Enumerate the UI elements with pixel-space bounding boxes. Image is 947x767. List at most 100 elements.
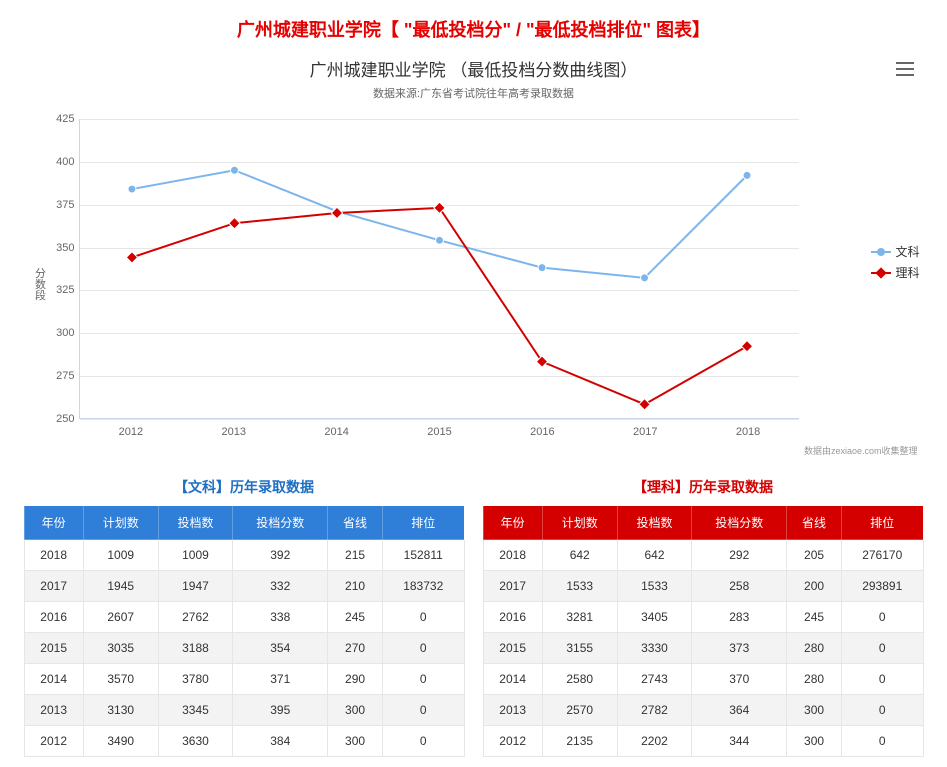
wen-cell: 210 xyxy=(328,571,383,602)
y-tick-label: 375 xyxy=(45,199,75,211)
wen-cell: 0 xyxy=(382,664,464,695)
li-cell: 293891 xyxy=(841,571,923,602)
li-cell: 2135 xyxy=(542,726,617,757)
li-cell: 0 xyxy=(841,664,923,695)
li-cell: 2202 xyxy=(617,726,692,757)
li-cell: 1533 xyxy=(542,571,617,602)
wen-col-header: 排位 xyxy=(382,506,464,540)
wen-cell: 2013 xyxy=(24,695,83,726)
series-point-li[interactable] xyxy=(741,341,752,352)
li-table-row: 2016328134052832450 xyxy=(483,602,923,633)
li-cell: 0 xyxy=(841,695,923,726)
chart-plot: 2502753003253503754004252012201320142015… xyxy=(79,119,799,419)
li-table-title: 【理科】历年录取数据 xyxy=(483,477,924,497)
li-cell: 2017 xyxy=(483,571,542,602)
li-cell: 292 xyxy=(692,540,787,571)
wen-cell: 1945 xyxy=(83,571,158,602)
wen-table-header: 年份计划数投档数投档分数省线排位 xyxy=(24,506,464,540)
li-cell: 3155 xyxy=(542,633,617,664)
wen-table-title: 【文科】历年录取数据 xyxy=(24,477,465,497)
li-cell: 280 xyxy=(787,633,842,664)
chart-container: 广州城建职业学院 （最低投档分数曲线图） 数据来源:广东省考试院往年高考录取数据… xyxy=(24,56,924,459)
series-point-wen[interactable] xyxy=(538,264,546,272)
gridline xyxy=(80,419,799,420)
chart-subtitle: 数据来源:广东省考试院往年高考录取数据 xyxy=(24,85,924,101)
li-cell: 2015 xyxy=(483,633,542,664)
x-tick-label: 2018 xyxy=(736,426,760,438)
chart-legend: 文科理科 xyxy=(871,239,919,285)
wen-cell: 2016 xyxy=(24,602,83,633)
wen-cell: 3490 xyxy=(83,726,158,757)
series-point-wen[interactable] xyxy=(230,166,238,174)
wen-cell: 2762 xyxy=(158,602,233,633)
li-cell: 3405 xyxy=(617,602,692,633)
li-cell: 0 xyxy=(841,633,923,664)
y-tick-label: 350 xyxy=(45,242,75,254)
series-point-li[interactable] xyxy=(638,399,649,410)
x-tick-label: 2016 xyxy=(530,426,554,438)
li-cell: 344 xyxy=(692,726,787,757)
wen-cell: 270 xyxy=(328,633,383,664)
li-cell: 2570 xyxy=(542,695,617,726)
chart-menu-icon[interactable] xyxy=(896,62,914,76)
li-cell: 300 xyxy=(787,695,842,726)
chart-svg xyxy=(80,119,799,418)
chart-area: 分数段 250275300325350375400425201220132014… xyxy=(24,109,924,459)
series-point-wen[interactable] xyxy=(640,274,648,282)
li-cell: 258 xyxy=(692,571,787,602)
wen-table-row: 2015303531883542700 xyxy=(24,633,464,664)
series-point-wen[interactable] xyxy=(127,185,135,193)
wen-cell: 384 xyxy=(233,726,328,757)
legend-item-wen[interactable]: 文科 xyxy=(871,243,919,260)
series-point-li[interactable] xyxy=(433,202,444,213)
wen-col-header: 省线 xyxy=(328,506,383,540)
li-cell: 2580 xyxy=(542,664,617,695)
wen-table-row: 2014357037803712900 xyxy=(24,664,464,695)
wen-cell: 392 xyxy=(233,540,328,571)
legend-item-li[interactable]: 理科 xyxy=(871,264,919,281)
wen-table: 年份计划数投档数投档分数省线排位 20181009100939221515281… xyxy=(24,505,465,757)
y-tick-label: 300 xyxy=(45,327,75,339)
legend-label-li: 理科 xyxy=(895,264,919,281)
li-cell: 0 xyxy=(841,602,923,633)
wen-cell: 300 xyxy=(328,695,383,726)
series-point-wen[interactable] xyxy=(435,236,443,244)
wen-cell: 2015 xyxy=(24,633,83,664)
wen-cell: 2017 xyxy=(24,571,83,602)
wen-cell: 1947 xyxy=(158,571,233,602)
li-cell: 245 xyxy=(787,602,842,633)
y-tick-label: 325 xyxy=(45,284,75,296)
li-cell: 642 xyxy=(617,540,692,571)
li-table-row: 2012213522023443000 xyxy=(483,726,923,757)
wen-cell: 371 xyxy=(233,664,328,695)
li-cell: 280 xyxy=(787,664,842,695)
li-cell: 2012 xyxy=(483,726,542,757)
series-point-li[interactable] xyxy=(126,252,137,263)
li-cell: 2016 xyxy=(483,602,542,633)
li-table-row: 2015315533303732800 xyxy=(483,633,923,664)
li-cell: 0 xyxy=(841,726,923,757)
wen-table-row: 201810091009392215152811 xyxy=(24,540,464,571)
wen-cell: 0 xyxy=(382,695,464,726)
li-cell: 276170 xyxy=(841,540,923,571)
x-tick-label: 2013 xyxy=(222,426,246,438)
wen-cell: 395 xyxy=(233,695,328,726)
li-table-row: 2013257027823643000 xyxy=(483,695,923,726)
wen-cell: 332 xyxy=(233,571,328,602)
series-point-li[interactable] xyxy=(228,218,239,229)
wen-col-header: 投档数 xyxy=(158,506,233,540)
wen-cell: 1009 xyxy=(83,540,158,571)
wen-cell: 2607 xyxy=(83,602,158,633)
series-point-wen[interactable] xyxy=(743,171,751,179)
wen-table-row: 2013313033453953000 xyxy=(24,695,464,726)
li-cell: 283 xyxy=(692,602,787,633)
wen-table-row: 2016260727623382450 xyxy=(24,602,464,633)
series-line-wen[interactable] xyxy=(131,170,746,278)
li-cell: 2013 xyxy=(483,695,542,726)
y-tick-label: 400 xyxy=(45,156,75,168)
wen-cell: 3188 xyxy=(158,633,233,664)
li-cell: 2743 xyxy=(617,664,692,695)
series-point-li[interactable] xyxy=(536,356,547,367)
y-tick-label: 250 xyxy=(45,413,75,425)
li-cell: 2018 xyxy=(483,540,542,571)
